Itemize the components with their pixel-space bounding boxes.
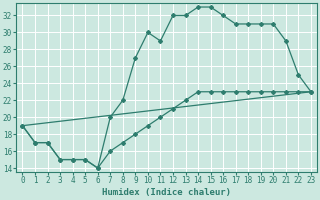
X-axis label: Humidex (Indice chaleur): Humidex (Indice chaleur) [102,188,231,197]
